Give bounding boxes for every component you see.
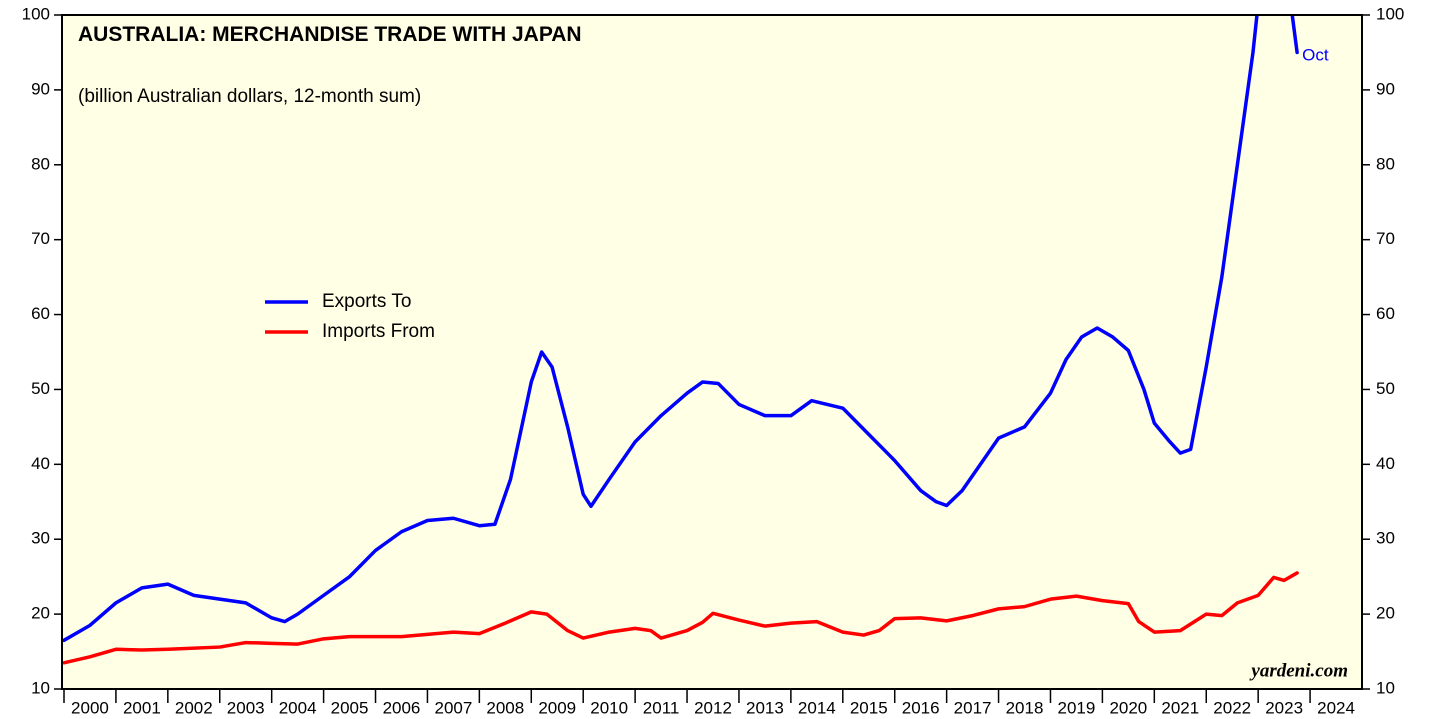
x-tick-label: 2022 [1213, 698, 1251, 717]
x-tick-label: 2014 [798, 698, 836, 717]
x-tick-label: 2018 [1006, 698, 1044, 717]
x-tick-label: 2006 [383, 698, 421, 717]
end-label: Oct [1302, 45, 1329, 64]
data-line [62, 571, 1299, 665]
legend-label: Exports To [322, 291, 411, 312]
x-tick-label: 2004 [279, 698, 317, 717]
x-tick-label: 2024 [1317, 698, 1355, 717]
plot-lines [62, 15, 1299, 665]
y-tick-label: 100 [22, 4, 50, 23]
y-tick-label: 60 [31, 304, 50, 323]
source-label: yardeni.com [1249, 660, 1348, 681]
x-tick-label: 2005 [331, 698, 369, 717]
x-tick-label: 2017 [954, 698, 992, 717]
y-tick-label: 90 [31, 79, 50, 98]
y-tick-label: 30 [31, 529, 50, 548]
y2-tick-label: 60 [1376, 304, 1395, 323]
y2-tick-label: 80 [1376, 154, 1395, 173]
x-tick-label: 2008 [486, 698, 524, 717]
x-tick-label: 2011 [643, 698, 680, 717]
x-tick-label: 2015 [850, 698, 888, 717]
y2-tick-label: 30 [1376, 529, 1395, 548]
x-tick-label: 2002 [175, 698, 213, 717]
x-tick-label: 2023 [1265, 698, 1303, 717]
y2-tick-label: 90 [1376, 79, 1395, 98]
x-tick-label: 2016 [902, 698, 940, 717]
plot-frame [61, 14, 1363, 690]
x-tick-label: 2000 [71, 698, 109, 717]
chart-title: AUSTRALIA: MERCHANDISE TRADE WITH JAPAN [78, 23, 582, 46]
y-tick-label: 70 [31, 229, 50, 248]
legend-label: Imports From [322, 321, 435, 342]
y2-tick-label: 20 [1376, 604, 1395, 623]
y2-tick-label: 50 [1376, 379, 1395, 398]
x-tick-label: 2021 [1161, 698, 1199, 717]
x-tick-label: 2009 [538, 698, 576, 717]
x-tick-label: 2001 [123, 698, 161, 717]
x-tick-label: 2019 [1058, 698, 1096, 717]
y-tick-label: 40 [31, 454, 50, 473]
y2-tick-label: 40 [1376, 454, 1395, 473]
x-tick-label: 2013 [746, 698, 784, 717]
y-tick-label: 10 [31, 678, 50, 697]
y-tick-label: 50 [31, 379, 50, 398]
x-tick-label: 2010 [590, 698, 628, 717]
x-tick-label: 2007 [434, 698, 472, 717]
data-line [62, 15, 1299, 643]
y-tick-label: 80 [31, 154, 50, 173]
x-tick-label: 2003 [227, 698, 265, 717]
chart-subtitle: (billion Australian dollars, 12-month su… [78, 86, 422, 107]
x-tick-label: 2012 [694, 698, 732, 717]
x-tick-label: 2020 [1109, 698, 1147, 717]
y2-tick-label: 70 [1376, 229, 1395, 248]
y2-tick-label: 10 [1376, 678, 1395, 697]
y2-tick-label: 100 [1376, 4, 1404, 23]
plot-background [62, 15, 1362, 689]
y-tick-label: 20 [31, 604, 50, 623]
